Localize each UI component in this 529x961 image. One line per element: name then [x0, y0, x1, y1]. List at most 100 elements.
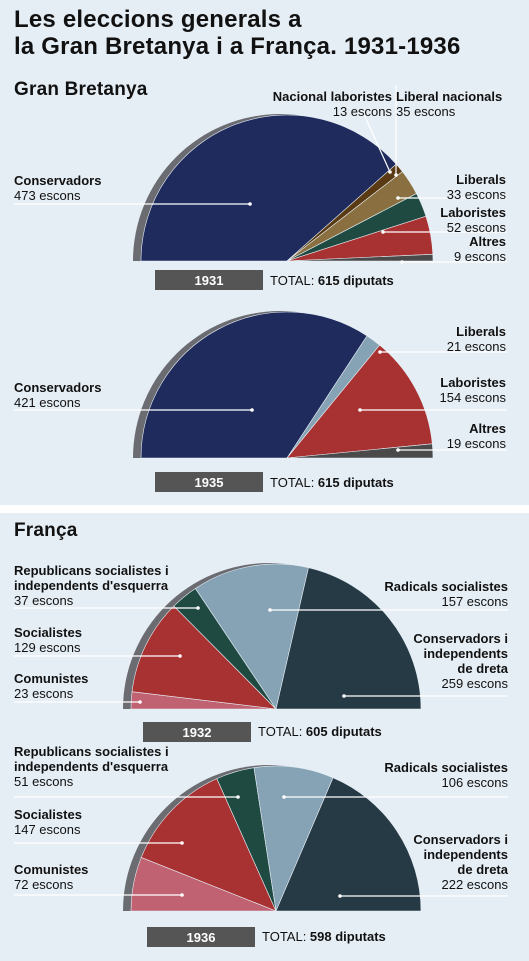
total-label: TOTAL: 615 diputats — [270, 475, 394, 490]
slice-label-name: Republicans socialistes i — [14, 563, 169, 578]
main-title-line-1: Les eleccions generals a — [14, 6, 302, 33]
slice-label-value: 106 escons — [442, 775, 509, 790]
slice-label-value: 19 escons — [447, 436, 507, 451]
slice-label-value: 154 escons — [440, 390, 507, 405]
slice-label-name: Altres — [469, 421, 506, 436]
leader-dot — [396, 448, 400, 452]
leader-dot — [138, 700, 142, 704]
slice-label-name: independents — [423, 646, 508, 661]
slice-conservadors — [140, 114, 397, 262]
leader-dot — [400, 260, 404, 264]
slice-label-name: Liberals — [456, 324, 506, 339]
leader-dot — [358, 408, 362, 412]
slice-label-name: Socialistes — [14, 807, 82, 822]
slice-label-value: 51 escons — [14, 774, 74, 789]
leader-dot — [396, 196, 400, 200]
year-box — [155, 472, 263, 492]
leader-dot — [236, 795, 240, 799]
slice-label-value: 259 escons — [442, 676, 509, 691]
slice-conservadors — [140, 311, 368, 459]
slice-label-name: de dreta — [457, 862, 508, 877]
total-text: TOTAL: — [270, 475, 318, 490]
slice-label-value: 147 escons — [14, 822, 81, 837]
leader-dot — [381, 230, 385, 234]
year-label: 1932 — [183, 725, 212, 740]
total-value: 598 diputats — [310, 929, 386, 944]
total-text: TOTAL: — [270, 273, 318, 288]
slice-label-value: 21 escons — [447, 339, 507, 354]
leader-dot — [268, 608, 272, 612]
slice-label-name: Liberals — [456, 172, 506, 187]
slice-label-value: 52 escons — [447, 220, 507, 235]
slice-label-value: 72 escons — [14, 877, 74, 892]
slice-label-value: 33 escons — [447, 187, 507, 202]
slice-label-value: 129 escons — [14, 640, 81, 655]
leader-dot — [388, 170, 392, 174]
slice-label-name: independents d'esquerra — [14, 578, 169, 593]
total-value: 605 diputats — [306, 724, 382, 739]
slice-label-name: Laboristes — [440, 375, 506, 390]
total-text: TOTAL: — [258, 724, 306, 739]
slice-label-value: 157 escons — [442, 594, 509, 609]
leader-dot — [378, 350, 382, 354]
slice-label-value: 23 escons — [14, 686, 74, 701]
year-label: 1936 — [187, 930, 216, 945]
slice-label-name: de dreta — [457, 661, 508, 676]
gb-heading: Gran Bretanya — [14, 79, 148, 100]
slice-label-name: Nacional laboristes — [273, 89, 392, 104]
slice-label-name: Altres — [469, 234, 506, 249]
slice-label-name: Conservadors i — [413, 631, 508, 646]
slice-label-name: Radicals socialistes — [384, 579, 508, 594]
leader-dot — [180, 893, 184, 897]
slice-label-name: Laboristes — [440, 205, 506, 220]
slice-label-value: 222 escons — [442, 877, 509, 892]
leader-dot — [180, 841, 184, 845]
slice-socialistes — [140, 778, 277, 912]
fr-heading: França — [14, 520, 78, 541]
leader-dot — [342, 694, 346, 698]
leader-dot — [282, 795, 286, 799]
slice-radicals-socialistes — [253, 765, 334, 913]
slice-radicals-socialistes — [194, 563, 309, 710]
leader-dot — [338, 894, 342, 898]
slice-label-name: Republicans socialistes i — [14, 744, 169, 759]
year-box — [143, 722, 251, 742]
slice-label-name: Comunistes — [14, 671, 88, 686]
year-box — [147, 927, 255, 947]
slice-label-name: Radicals socialistes — [384, 760, 508, 775]
total-value: 615 diputats — [318, 475, 394, 490]
slice-altres — [286, 443, 434, 459]
slice-label-value: 13 escons — [333, 104, 393, 119]
slice-label-value: 37 escons — [14, 593, 74, 608]
year-box — [155, 270, 263, 290]
slice-label-name: Liberal nacionals — [396, 89, 502, 104]
slice-label-value: 9 escons — [454, 249, 507, 264]
leader-dot — [196, 606, 200, 610]
leader-line — [361, 109, 391, 173]
leader-dot — [250, 408, 254, 412]
year-label: 1935 — [195, 475, 224, 490]
year-label: 1931 — [195, 273, 224, 288]
leader-dot — [248, 202, 252, 206]
slice-label-name: Conservadors — [14, 380, 101, 395]
total-value: 615 diputats — [318, 273, 394, 288]
slice-label-name: independents d'esquerra — [14, 759, 169, 774]
slice-label-name: independents — [423, 847, 508, 862]
slice-label-value: 473 escons — [14, 188, 81, 203]
slice-label-name: Socialistes — [14, 625, 82, 640]
slice-laboristes — [286, 344, 433, 459]
total-label: TOTAL: 615 diputats — [270, 273, 394, 288]
main-title-line-2: la Gran Bretanya i a França. 1931-1936 — [14, 33, 461, 60]
total-label: TOTAL: 598 diputats — [262, 929, 386, 944]
slice-label-name: Comunistes — [14, 862, 88, 877]
slice-label-value: 421 escons — [14, 395, 81, 410]
total-label: TOTAL: 605 diputats — [258, 724, 382, 739]
slice-label-name: Conservadors — [14, 173, 101, 188]
slice-label-value: 35 escons — [396, 104, 456, 119]
total-text: TOTAL: — [262, 929, 310, 944]
